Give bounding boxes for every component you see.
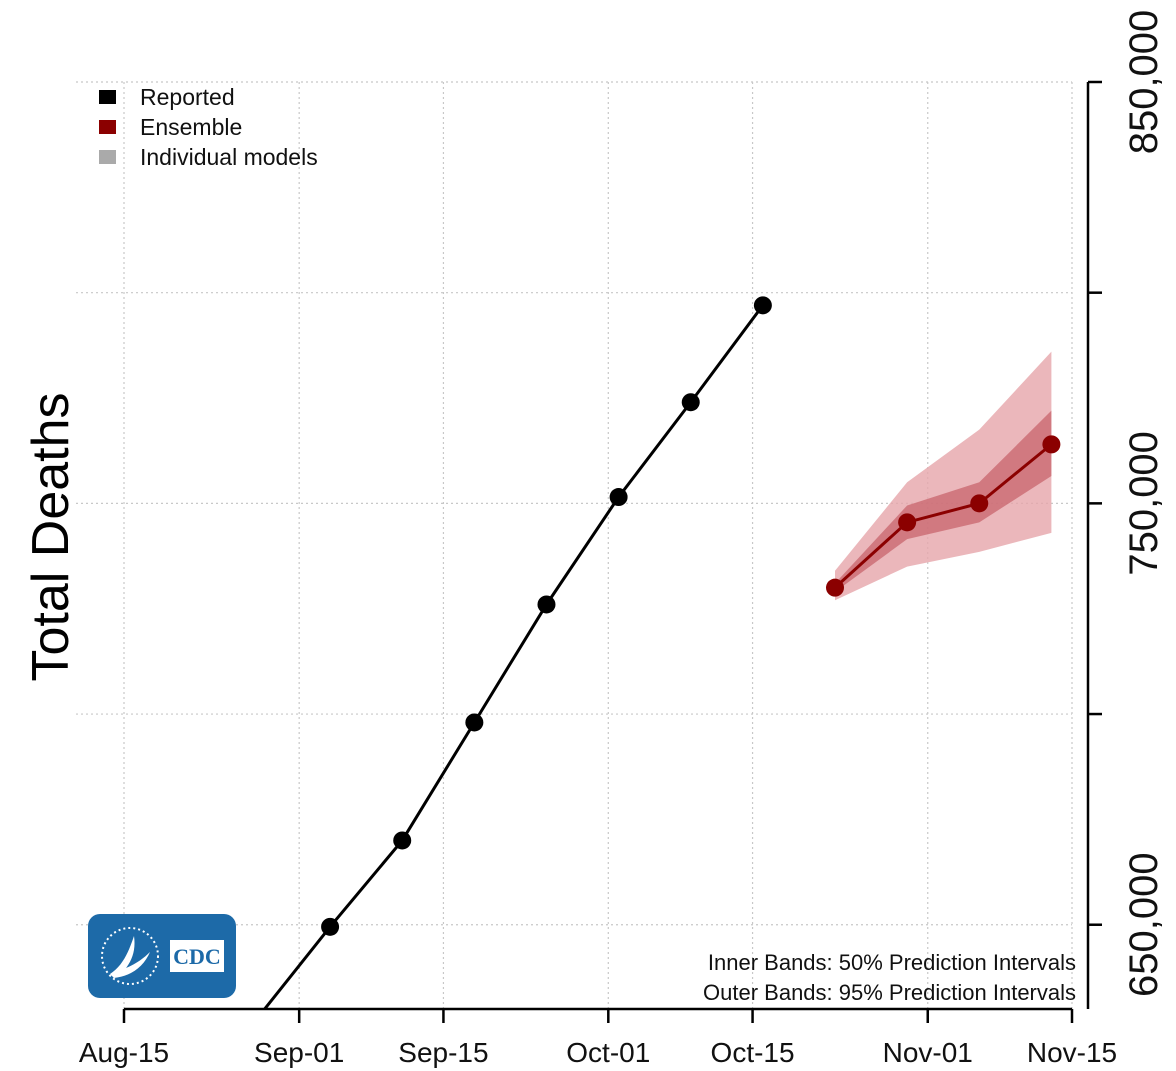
y-tick-label: 750,000 — [1122, 431, 1166, 576]
legend-label: Individual models — [140, 144, 318, 170]
prediction-bands — [835, 351, 1052, 601]
legend-swatch — [99, 120, 116, 134]
data-point-ensemble — [898, 513, 917, 532]
data-point-reported — [537, 595, 556, 614]
cdc-logo: CDC — [88, 914, 236, 998]
series-line-ensemble — [833, 443, 1053, 589]
data-point-reported — [393, 831, 412, 850]
x-tick-label: Nov-01 — [883, 1037, 973, 1068]
hhs-seal-ring — [101, 927, 159, 985]
data-point-reported — [681, 393, 700, 412]
x-tick-label: Oct-01 — [566, 1037, 650, 1068]
logo-background — [88, 914, 236, 998]
x-tick-label: Oct-15 — [711, 1037, 795, 1068]
x-tick-label: Sep-15 — [398, 1037, 488, 1068]
legend-swatch — [99, 90, 116, 104]
data-point-reported — [465, 713, 484, 732]
y-tick-label: 650,000 — [1122, 852, 1166, 997]
x-tick-label: Aug-15 — [79, 1037, 169, 1068]
annotation-outer-bands: Outer Bands: 95% Prediction Intervals — [703, 980, 1076, 1005]
data-point-reported — [753, 296, 772, 315]
y-tick-label: 850,000 — [1122, 10, 1166, 155]
legend-swatch — [99, 150, 116, 164]
series-line-reported — [262, 304, 765, 1009]
legend: Reported Ensemble Individual models — [99, 84, 318, 170]
data-point-ensemble — [970, 494, 989, 513]
axes: Aug-15 Sep-01 Sep-15 Oct-01 Oct-15 Nov-01 Nov-… — [79, 10, 1166, 1068]
data-point-ensemble — [826, 578, 844, 597]
hhs-eagle-icon — [110, 936, 150, 978]
data-point-reported — [321, 917, 340, 936]
series — [177, 296, 1061, 1031]
data-point-ensemble — [1042, 435, 1061, 454]
legend-label: Ensemble — [140, 114, 242, 140]
x-tick-label: Sep-01 — [254, 1037, 344, 1068]
y-axis-label: Total Deaths — [22, 392, 80, 681]
legend-label: Reported — [140, 84, 235, 110]
data-point-reported — [254, 1008, 262, 1009]
data-point-reported — [177, 1013, 195, 1031]
cdc-wordmark: CDC — [173, 944, 221, 969]
cdc-wordmark-box — [170, 940, 224, 972]
band-50 — [835, 410, 1052, 592]
x-tick-label: Nov-15 — [1027, 1037, 1117, 1068]
annotation-inner-bands: Inner Bands: 50% Prediction Intervals — [707, 950, 1076, 975]
data-point-reported — [609, 488, 628, 507]
